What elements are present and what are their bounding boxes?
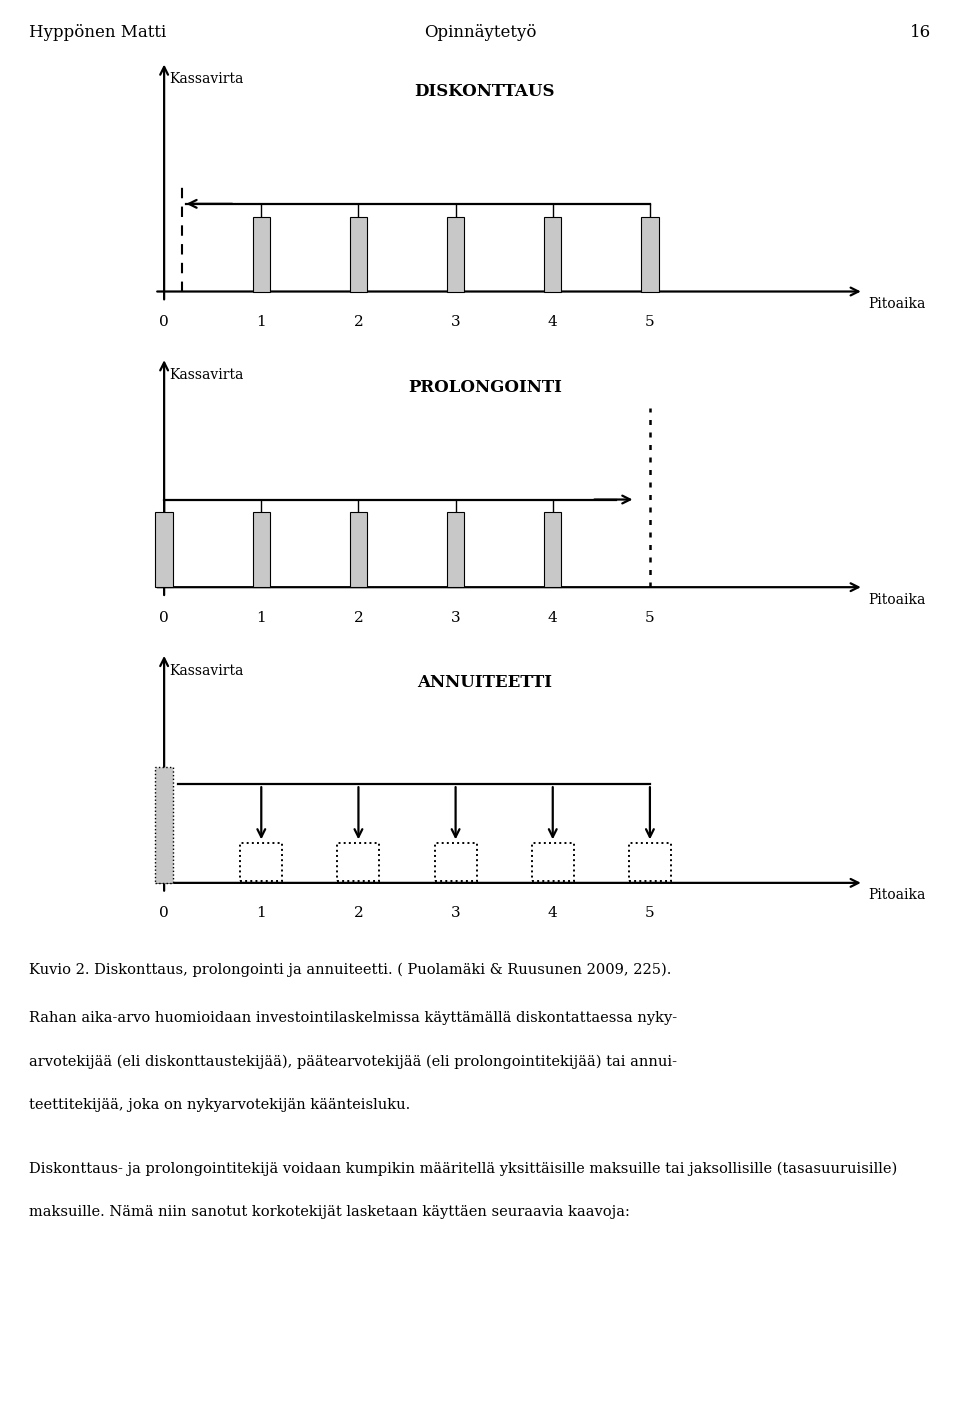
Text: 4: 4 bbox=[548, 315, 558, 329]
Bar bbox=[240, 843, 282, 881]
Text: 3: 3 bbox=[451, 611, 461, 625]
Text: maksuille. Nämä niin sanotut korkotekijät lasketaan käyttäen seuraavia kaavoja:: maksuille. Nämä niin sanotut korkotekijä… bbox=[29, 1205, 630, 1219]
Text: Pitoaika: Pitoaika bbox=[869, 888, 925, 903]
Text: Rahan aika-arvo huomioidaan investointilaskelmissa käyttämällä diskontattaessa n: Rahan aika-arvo huomioidaan investointil… bbox=[29, 1011, 677, 1025]
Bar bbox=[544, 513, 562, 587]
Text: 1: 1 bbox=[256, 907, 266, 921]
Bar bbox=[532, 843, 574, 881]
Text: 5: 5 bbox=[645, 611, 655, 625]
Bar bbox=[338, 843, 379, 881]
Text: 1: 1 bbox=[256, 611, 266, 625]
Text: Pitoaika: Pitoaika bbox=[869, 593, 925, 607]
Bar bbox=[156, 513, 173, 587]
Text: Kuvio 2. Diskonttaus, prolongointi ja annuiteetti. ( Puolamäki & Ruusunen 2009, : Kuvio 2. Diskonttaus, prolongointi ja an… bbox=[29, 963, 671, 977]
Text: 0: 0 bbox=[159, 611, 169, 625]
Bar bbox=[446, 513, 465, 587]
Bar bbox=[641, 217, 659, 291]
Text: Kassavirta: Kassavirta bbox=[169, 367, 243, 382]
Text: Opinnäytetyö: Opinnäytetyö bbox=[423, 24, 537, 41]
Text: PROLONGOINTI: PROLONGOINTI bbox=[408, 379, 562, 396]
Text: 5: 5 bbox=[645, 907, 655, 921]
Text: 1: 1 bbox=[256, 315, 266, 329]
Text: 2: 2 bbox=[353, 611, 363, 625]
Text: Hyppönen Matti: Hyppönen Matti bbox=[29, 24, 166, 41]
Text: Pitoaika: Pitoaika bbox=[869, 297, 925, 311]
Text: Diskonttaus- ja prolongointitekijä voidaan kumpikin määritellä yksittäisille mak: Diskonttaus- ja prolongointitekijä voida… bbox=[29, 1162, 897, 1176]
Text: arvotekijää (eli diskonttaustekijää), päätearvotekijää (eli prolongointitekijää): arvotekijää (eli diskonttaustekijää), pä… bbox=[29, 1055, 677, 1069]
Text: 0: 0 bbox=[159, 315, 169, 329]
Text: Kassavirta: Kassavirta bbox=[169, 72, 243, 86]
Bar bbox=[435, 843, 476, 881]
Bar bbox=[629, 843, 671, 881]
Text: 2: 2 bbox=[353, 907, 363, 921]
Text: ANNUITEETTI: ANNUITEETTI bbox=[418, 674, 552, 691]
Text: DISKONTTAUS: DISKONTTAUS bbox=[415, 83, 555, 100]
Text: teettitekijää, joka on nykyarvotekijän käänteisluku.: teettitekijää, joka on nykyarvotekijän k… bbox=[29, 1098, 410, 1112]
Text: Kassavirta: Kassavirta bbox=[169, 663, 243, 677]
Text: 4: 4 bbox=[548, 611, 558, 625]
Text: 4: 4 bbox=[548, 907, 558, 921]
Bar bbox=[349, 513, 367, 587]
Text: 3: 3 bbox=[451, 907, 461, 921]
Text: 5: 5 bbox=[645, 315, 655, 329]
Bar bbox=[544, 217, 562, 291]
Text: 3: 3 bbox=[451, 315, 461, 329]
Bar bbox=[156, 767, 173, 883]
Text: 0: 0 bbox=[159, 907, 169, 921]
Bar bbox=[252, 217, 270, 291]
Bar bbox=[252, 513, 270, 587]
Bar bbox=[349, 217, 367, 291]
Bar bbox=[446, 217, 465, 291]
Text: 16: 16 bbox=[910, 24, 931, 41]
Text: 2: 2 bbox=[353, 315, 363, 329]
